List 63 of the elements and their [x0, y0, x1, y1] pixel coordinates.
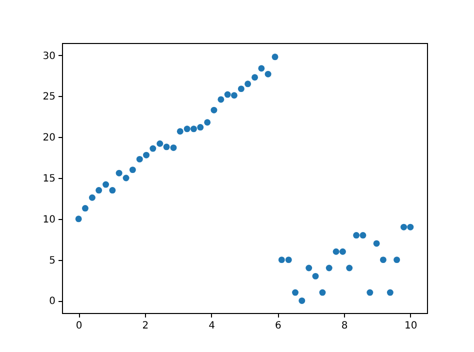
point	[150, 145, 156, 152]
point	[122, 174, 130, 182]
x-tick-label: 4	[208, 320, 216, 332]
point	[210, 106, 218, 114]
point	[184, 126, 190, 132]
x-tick-label: 0	[76, 320, 82, 332]
point	[143, 152, 150, 158]
y-tick-label: 15	[42, 174, 56, 184]
point	[407, 224, 414, 230]
point	[272, 54, 278, 60]
y-tick-label: 30	[42, 50, 56, 62]
point	[129, 166, 136, 174]
point	[258, 65, 265, 72]
point	[306, 264, 312, 272]
point	[346, 264, 353, 272]
point	[312, 272, 319, 280]
x-tick-label: 6	[274, 320, 282, 332]
point	[163, 144, 170, 150]
point	[170, 144, 177, 151]
point	[278, 256, 285, 264]
x-tick-label: 2	[142, 320, 149, 332]
y-tick-label: 0	[49, 296, 56, 308]
point	[109, 187, 116, 194]
point	[326, 264, 332, 272]
point	[218, 96, 224, 103]
point	[197, 124, 204, 131]
x-tick-label: 8	[341, 320, 348, 332]
point	[116, 170, 122, 176]
point	[353, 232, 360, 239]
point	[380, 256, 386, 264]
point	[298, 297, 306, 304]
point	[136, 156, 143, 162]
point	[339, 248, 346, 255]
point	[400, 224, 408, 230]
point	[264, 70, 272, 78]
point	[366, 289, 374, 296]
y-tick-label: 20	[42, 132, 56, 144]
point	[252, 74, 258, 81]
y-tick-label: 5	[49, 255, 56, 266]
y-tick-label: 25	[42, 92, 56, 103]
point	[88, 194, 96, 201]
point	[204, 119, 211, 126]
point	[285, 256, 292, 264]
point	[238, 86, 244, 92]
point	[190, 126, 197, 132]
point	[230, 92, 238, 99]
point	[96, 187, 102, 194]
point	[102, 181, 110, 188]
point	[82, 205, 88, 212]
point	[332, 248, 340, 255]
point	[176, 128, 184, 135]
point	[292, 289, 299, 296]
point	[386, 289, 394, 296]
point	[75, 216, 82, 222]
point	[244, 80, 252, 88]
x-tick-label: 10	[404, 320, 418, 332]
y-tick-label: 10	[42, 214, 56, 226]
point	[156, 140, 164, 147]
point	[394, 256, 400, 264]
point	[319, 289, 326, 296]
point	[360, 232, 366, 239]
point	[373, 240, 380, 247]
point	[224, 91, 231, 98]
